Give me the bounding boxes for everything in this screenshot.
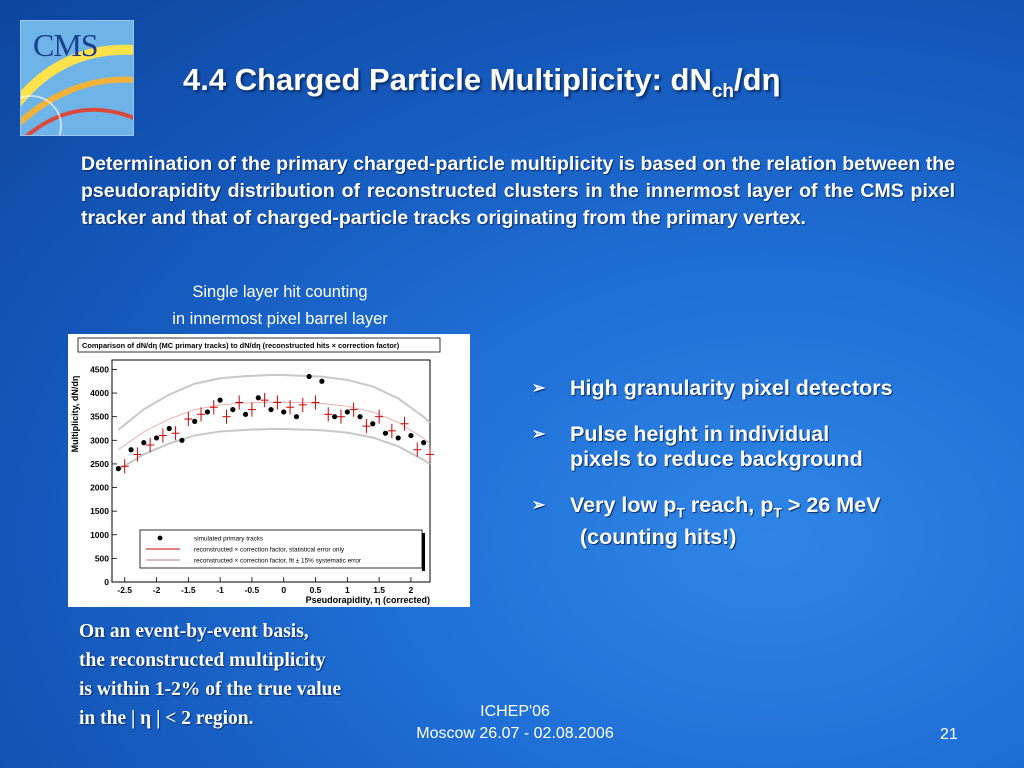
simulated-point [153,435,160,441]
legend-marker-dot [157,535,163,541]
footer-conf-name: ICHEP'06 [480,703,550,720]
simulated-point [319,378,325,384]
simulated-point [141,440,147,446]
bullet-text-line2: (counting hits!) [580,525,737,550]
simulated-point [242,411,249,417]
x-tick-label: -1.5 [181,585,196,595]
subscript-t: T [773,504,782,521]
footer-conf-place: Moscow 26.07 - 02.08.2006 [416,725,614,742]
x-tick-label: 0.5 [310,585,322,595]
intro-paragraph: Determination of the primary charged-par… [81,153,955,229]
footer-conference: ICHEP'06 Moscow 26.07 - 02.08.2006 [380,701,650,745]
x-tick-label: -2.5 [117,585,132,595]
simulated-point [408,432,414,439]
simulated-point [357,414,363,420]
cms-logo: CMS [20,20,134,136]
multiplicity-chart: Comparison of dN/dη (MC primary tracks) … [68,334,470,607]
note-line: is within 1-2% of the true value [79,679,342,700]
simulated-point [128,447,134,453]
simulated-point [192,418,198,425]
simulated-point [115,466,121,472]
bullet-text-part: Very low p [570,493,677,517]
x-tick-label: 0 [281,585,286,595]
y-tick-label: 0 [104,577,109,587]
logo-text: CMS [33,27,99,63]
bullet-item: ➢ Pulse height in individual pixels to r… [532,422,972,472]
bullet-item: ➢ High granularity pixel detectors [532,376,972,401]
bullet-list: ➢ High granularity pixel detectors ➢ Pul… [532,376,972,571]
y-tick-label: 4500 [90,364,109,374]
simulated-point [382,430,389,436]
page-title: 4.4 Charged Particle Multiplicity: dNch/… [183,62,781,103]
result-note: On an event-by-event basis, the reconstr… [79,617,341,733]
simulated-point [332,414,338,420]
simulated-point [370,421,376,427]
note-line: On an event-by-event basis, [79,621,309,642]
x-tick-label: -2 [153,585,161,595]
y-tick-label: 1500 [90,506,109,516]
plot-frame [111,359,431,583]
y-tick-label: 3000 [90,435,109,445]
x-tick-label: 1 [345,585,350,595]
x-tick-label: -0.5 [245,585,260,595]
title-main: 4.4 Charged Particle Multiplicity: dN [183,62,712,97]
fit-curve [118,401,431,451]
simulated-point [344,409,350,415]
chart-y-axis-label: Multiplicity, dN/dη [70,376,80,453]
systematic-band-upper [117,374,431,431]
chart-title: Comparison of dN/dη (MC primary tracks) … [82,341,400,350]
arrow-bullet-icon: ➢ [532,380,546,397]
chart-title-box [77,337,441,353]
simulated-point [395,435,401,441]
note-line: the reconstructed multiplicity [79,650,326,671]
simulated-point [230,406,236,413]
simulated-point [217,397,223,403]
chart-x-axis-label: Pseudorapidity, η (corrected) [306,595,430,605]
y-tick-label: 2000 [90,483,109,493]
x-tick-label: 1.5 [373,585,385,595]
bullet-item: ➢ Very low pT reach, pT > 26 MeV (counti… [532,493,972,550]
simulated-point [281,409,287,415]
subscript-t: T [676,504,685,521]
simulated-point [204,409,210,415]
simulated-point [306,373,312,380]
systematic-band-lower [117,428,431,471]
legend-label: reconstructed × correction factor, fit ±… [194,558,362,565]
simulated-point [166,425,172,432]
arrow-bullet-icon: ➢ [532,497,546,514]
chart-svg: Comparison of dN/dη (MC primary tracks) … [70,337,441,605]
note-line: in the | η | < 2 region. [79,708,254,729]
bullet-text-line2: pixels to reduce background [570,447,863,471]
bullet-text-part: reach, p [684,493,774,517]
title-tail: /dη [734,62,781,97]
y-tick-label: 4000 [90,388,109,398]
x-tick-label: 2 [409,585,414,595]
legend-label: reconstructed × correction factor, stati… [194,547,345,554]
simulated-point [293,414,300,420]
simulated-point [255,395,261,401]
simulated-point [268,406,274,413]
bullet-text-part: > 26 MeV [781,493,881,517]
simulated-point [179,437,185,443]
bullet-text: High granularity pixel detectors [570,376,893,400]
bullet-text: Pulse height in individual [570,422,830,446]
title-subscript: ch [711,81,735,103]
y-tick-label: 3500 [90,412,109,422]
page-number: 21 [940,726,958,743]
legend-shadow [422,533,425,571]
chart-caption-line1: Single layer hit counting [192,283,368,301]
simulated-point [421,440,427,446]
chart-caption-line2: in innermost pixel barrel layer [172,310,388,328]
y-tick-label: 1000 [90,530,109,540]
y-tick-label: 2500 [90,459,109,469]
x-tick-label: -1 [216,585,224,595]
legend-label: simulated primary tracks [194,536,263,543]
legend-box [139,529,423,569]
y-tick-label: 500 [95,553,109,563]
cms-logo-graphic [21,44,133,135]
arrow-bullet-icon: ➢ [532,426,546,443]
